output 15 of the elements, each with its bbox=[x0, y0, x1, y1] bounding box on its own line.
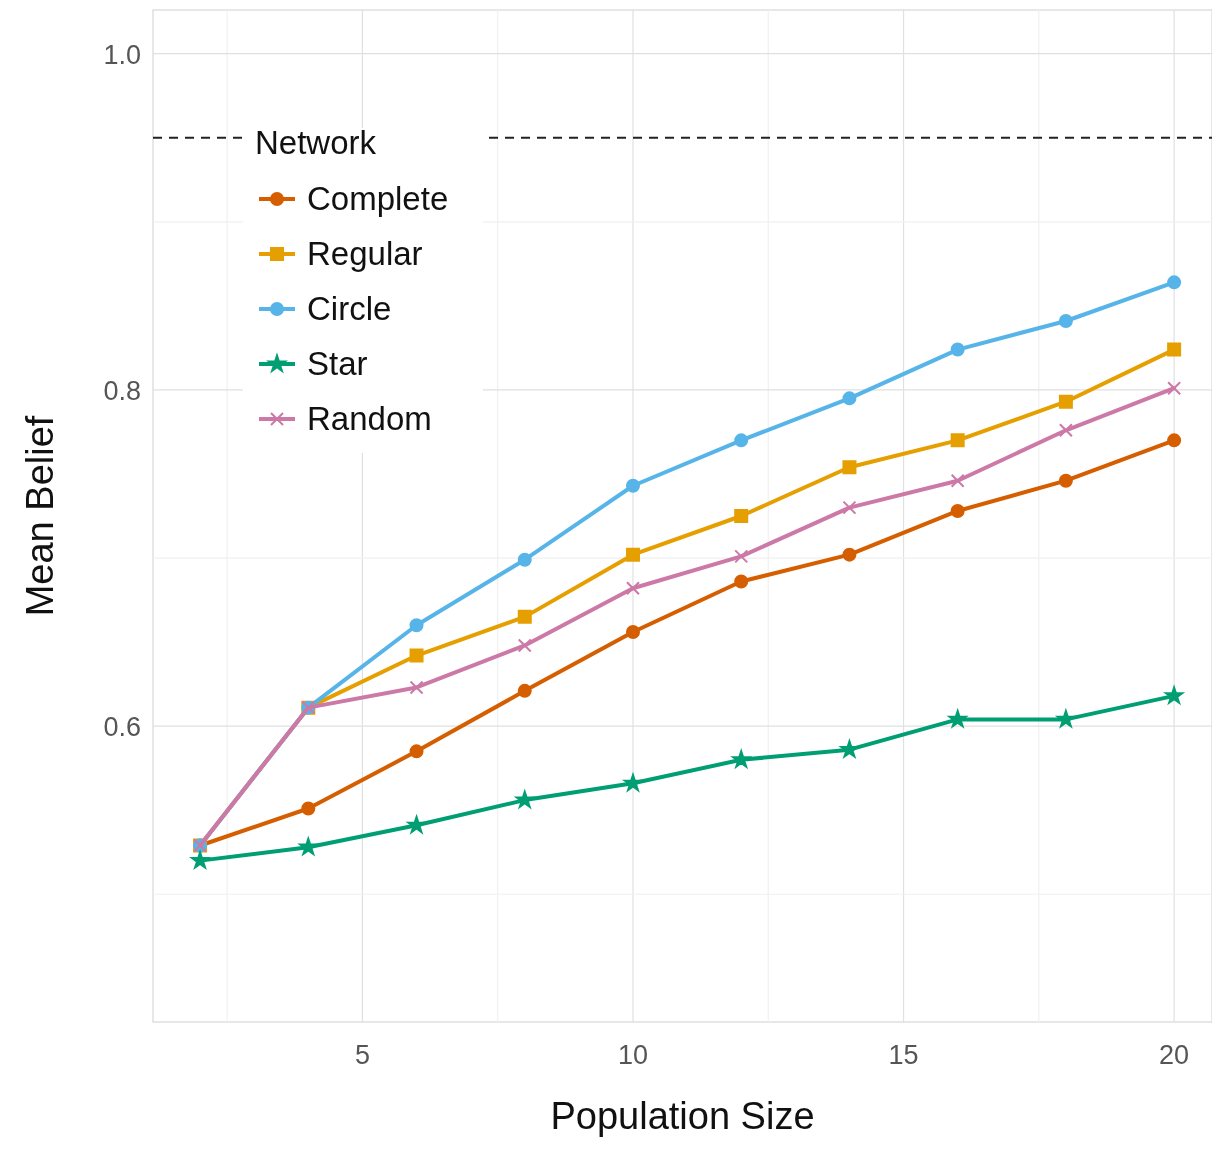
legend-label: Complete bbox=[307, 180, 449, 217]
x-axis-title: Population Size bbox=[550, 1095, 815, 1137]
x-tick-label: 5 bbox=[354, 1040, 370, 1070]
legend-title: Network bbox=[255, 124, 377, 161]
x-tick-label: 15 bbox=[888, 1040, 919, 1070]
y-axis-title: Mean Belief bbox=[19, 415, 61, 617]
y-tick-label: 0.6 bbox=[103, 712, 141, 743]
x-tick-label: 10 bbox=[617, 1040, 649, 1070]
legend-label: Star bbox=[307, 345, 368, 382]
legend-label: Circle bbox=[307, 290, 392, 327]
legend-label: Regular bbox=[307, 235, 423, 272]
legend-label: Random bbox=[307, 400, 432, 437]
y-tick-label: 0.8 bbox=[103, 375, 141, 406]
y-tick-label: 1.0 bbox=[103, 39, 141, 70]
x-tick-label: 20 bbox=[1159, 1040, 1190, 1070]
